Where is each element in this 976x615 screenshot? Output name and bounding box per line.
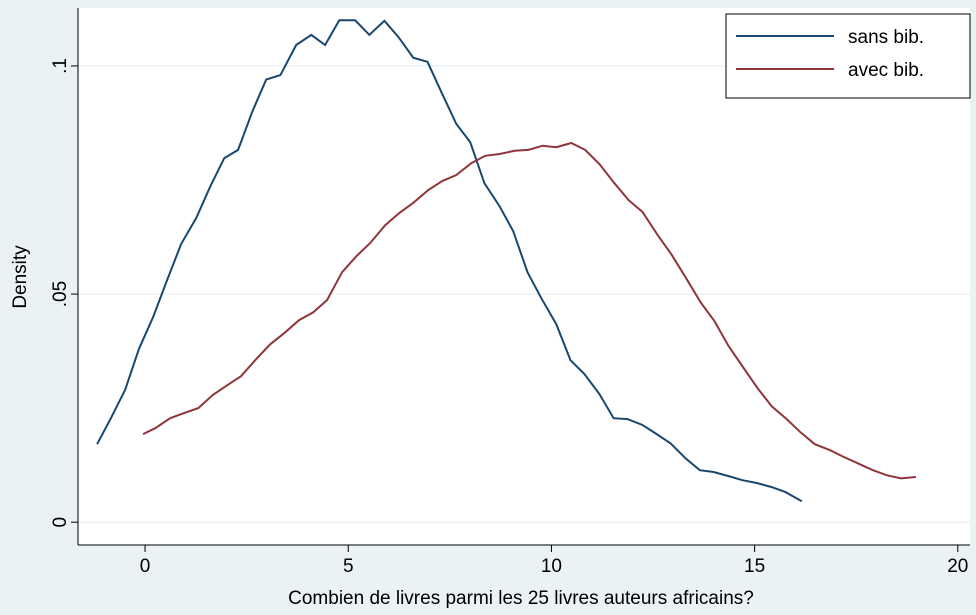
x-tick-label: 10 [541, 556, 562, 577]
legend-label: avec bib. [848, 60, 924, 81]
x-tick-label: 15 [744, 556, 765, 577]
x-tick-label: 0 [140, 556, 151, 577]
y-tick-label: .1 [50, 58, 71, 74]
x-tick-label: 5 [343, 556, 354, 577]
y-axis-label: Density [10, 245, 31, 309]
legend-box [725, 13, 971, 99]
legend-label: sans bib. [848, 27, 924, 48]
x-tick-label: 20 [947, 556, 968, 577]
series-line [142, 141, 917, 480]
y-tick-label: 0 [50, 517, 71, 528]
series-line [96, 19, 803, 503]
y-tick-label: .05 [50, 281, 71, 307]
x-axis-label: Combien de livres parmi les 25 livres au… [288, 588, 754, 609]
